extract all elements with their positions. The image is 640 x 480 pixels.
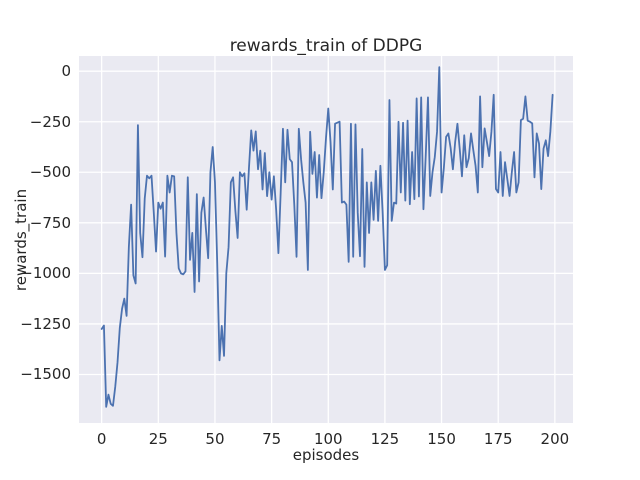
x-tick-label: 75 [262, 430, 282, 448]
x-tick-label: 125 [370, 430, 400, 448]
y-tick-label: −750 [29, 213, 71, 232]
y-tick-label: −500 [29, 163, 71, 182]
x-tick-label: 150 [427, 430, 456, 448]
chart-title: rewards_train of DDPG [229, 36, 423, 56]
x-tick-label: 0 [96, 430, 107, 448]
x-tick-label: 100 [313, 430, 343, 448]
x-tick-label: 50 [205, 430, 225, 448]
plot-area [79, 56, 573, 423]
x-tick-label: 200 [540, 430, 570, 448]
x-axis-label: episodes [292, 446, 360, 464]
y-tick-label: −1250 [20, 314, 71, 333]
y-tick-label: −1000 [20, 264, 71, 283]
y-tick-label: −1500 [20, 365, 71, 384]
y-tick-label: −250 [29, 112, 71, 131]
x-tick-label: 25 [148, 430, 168, 448]
x-tick-label: 175 [483, 430, 513, 448]
series-line [100, 66, 554, 408]
y-tick-label: 0 [61, 62, 71, 81]
